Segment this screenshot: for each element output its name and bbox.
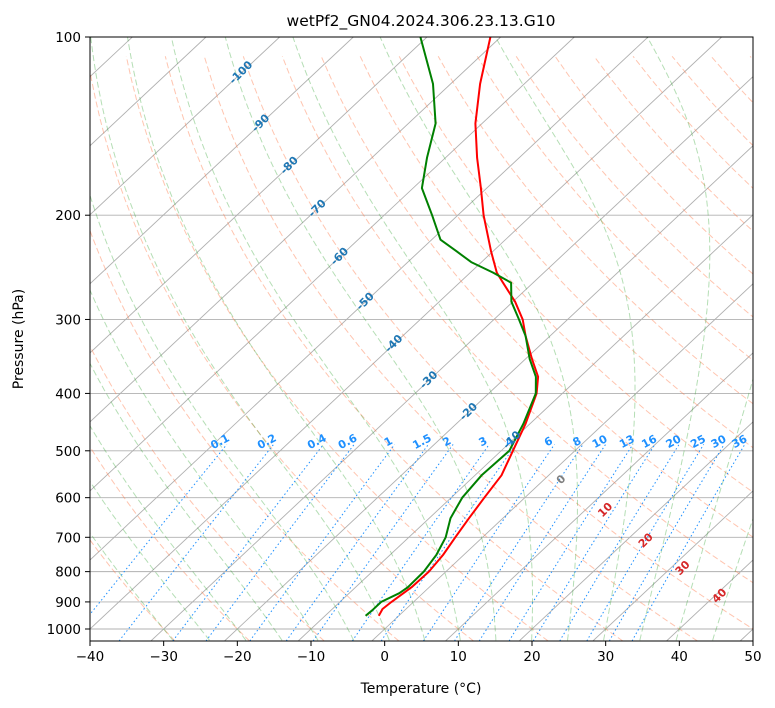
axes: −40 −30 −20 −10 0 10 20 30 40 50 100 200 300 400 500 60… <box>47 30 762 665</box>
isotherm-line <box>592 490 753 641</box>
chart-title: wetPf2_GN04.2024.306.23.13.G10 <box>287 12 556 31</box>
dry-adiabat-line <box>476 56 753 361</box>
dry-adiabat-line <box>203 56 698 641</box>
mixing-ratio-line <box>608 444 725 641</box>
moist-adiabat-line <box>170 37 461 641</box>
y-tick-label: 600 <box>55 491 81 507</box>
isotherm-line <box>0 37 59 641</box>
isotherm-line <box>90 37 575 492</box>
mixing-ratio-line <box>351 444 490 641</box>
y-tick-label: 900 <box>55 595 81 611</box>
background-lines <box>0 37 753 641</box>
y-axis-label: Pressure (hPa) <box>11 289 27 389</box>
isotherm-line <box>150 76 753 641</box>
moist-adiabat-line <box>127 37 426 641</box>
mixing-ratio-label: 25 <box>688 432 708 451</box>
mixing-ratio-line <box>454 444 584 641</box>
x-tick-label: 50 <box>744 649 761 665</box>
mixing-ratio-label: 36 <box>730 432 750 451</box>
x-tick-label: −10 <box>297 649 326 665</box>
mixing-ratio-label: 10 <box>590 432 610 451</box>
dry-adiabat-line <box>749 55 753 61</box>
y-tick-label: 500 <box>55 444 81 460</box>
isotherm-line <box>371 283 753 641</box>
isotherm-line <box>90 37 722 630</box>
mixing-ratio-label: 30 <box>709 432 729 451</box>
x-tick-label: −40 <box>76 649 105 665</box>
isotherm-line <box>90 37 280 216</box>
x-tick-label: −30 <box>149 649 178 665</box>
moist-adiabat-line <box>90 362 283 641</box>
y-tick-label: 200 <box>55 208 81 224</box>
dry-adiabat-line <box>359 56 753 493</box>
dry-adiabat-line <box>90 68 474 641</box>
y-tick-label: 1000 <box>47 622 81 638</box>
mixing-ratio-line <box>312 444 454 641</box>
x-tick-label: 0 <box>380 649 389 665</box>
dry-adiabat-line <box>164 56 624 641</box>
moist-adiabat-line <box>90 288 319 641</box>
profile-lines <box>364 37 540 617</box>
mixing-ratio-line <box>249 444 396 641</box>
x-tick-label: 20 <box>523 649 540 665</box>
dry-adiabat-line <box>90 345 325 641</box>
y-tick-label: 300 <box>55 313 81 329</box>
mixing-ratio-line <box>508 444 634 641</box>
dry-adiabat-line <box>90 229 400 641</box>
moist-adiabat-line <box>90 424 247 641</box>
mixing-ratio-line <box>285 444 429 641</box>
mixing-ratio-line <box>422 444 555 641</box>
mixing-ratio-label: 13 <box>617 432 637 451</box>
mixing-ratio-line <box>380 444 517 641</box>
moist-adiabat-line <box>224 37 497 641</box>
y-tick-label: 100 <box>55 30 81 46</box>
mixing-ratio-line <box>532 444 656 641</box>
mixing-ratio-label: 20 <box>664 432 684 451</box>
moist-adiabat-line <box>90 37 390 641</box>
plot-frame <box>89 36 754 642</box>
isotherm-line <box>445 352 753 641</box>
dry-adiabat-line <box>90 539 176 641</box>
mixing-ratio-line <box>586 444 705 641</box>
y-tick-label: 400 <box>55 386 81 402</box>
moist-adiabat-line <box>90 193 355 641</box>
moist-adiabat-line <box>90 480 210 641</box>
x-axis-label: Temperature (°C) <box>360 681 482 697</box>
dry-adiabat-line <box>90 445 250 641</box>
dry-adiabat-line <box>125 56 549 641</box>
temperature-profile-line <box>377 37 540 617</box>
isotherm-line <box>90 37 428 354</box>
x-tick-label: 30 <box>597 649 614 665</box>
dewpoint-profile-line <box>364 37 537 617</box>
isotherm-line <box>90 37 207 147</box>
isotherm-line <box>90 37 501 423</box>
isotherm-line <box>90 37 649 561</box>
isotherm-line <box>90 37 354 285</box>
x-tick-label: 10 <box>450 649 467 665</box>
isotherm-line <box>224 145 753 641</box>
dry-adiabat-line <box>281 56 753 584</box>
dry-adiabat-line <box>515 56 753 318</box>
mixing-ratio-label: 16 <box>639 432 659 451</box>
moist-adiabat-line <box>379 37 578 641</box>
moist-adiabat-line <box>292 37 533 641</box>
x-tick-label: −20 <box>223 649 252 665</box>
moist-adiabat-line <box>495 37 636 641</box>
y-tick-label: 700 <box>55 530 81 546</box>
mixing-ratio-line <box>478 444 607 641</box>
plot-background <box>90 37 753 641</box>
y-tick-label: 800 <box>55 565 81 581</box>
x-tick-label: 40 <box>671 649 688 665</box>
dry-adiabat-line <box>320 56 753 538</box>
mixing-ratio-line <box>172 444 324 641</box>
isotherm-line <box>297 214 753 641</box>
isotherm-line <box>518 421 753 641</box>
mixing-ratio-line <box>559 444 680 641</box>
dry-adiabat-line <box>242 56 753 630</box>
mixing-ratio-line <box>118 444 274 641</box>
